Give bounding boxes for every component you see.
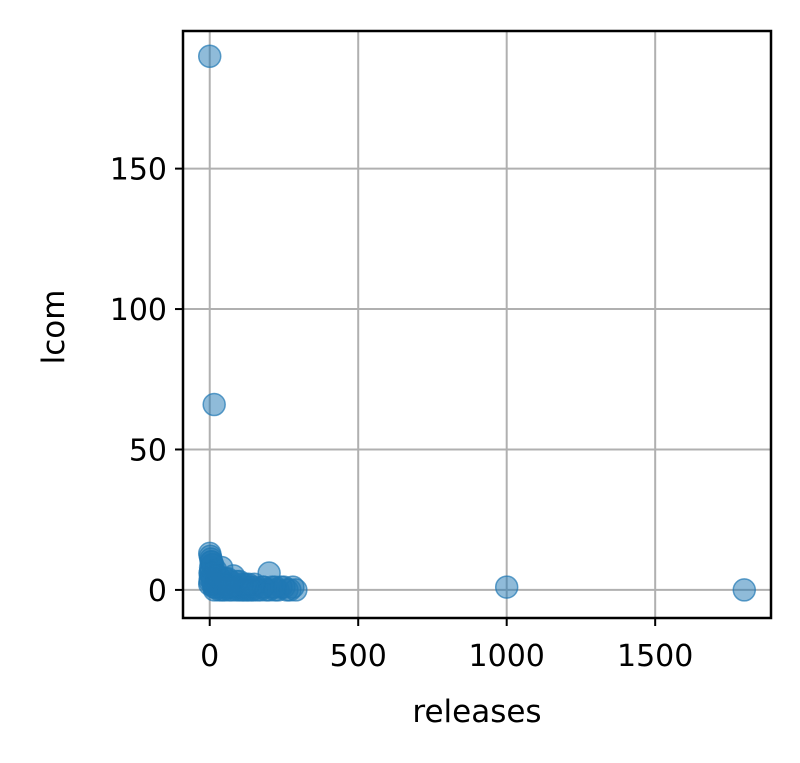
data-point: [284, 578, 308, 602]
data-point: [217, 575, 241, 599]
x-tick-label: 1500: [617, 639, 693, 674]
y-tick-label: 100: [110, 293, 167, 328]
data-point: [202, 392, 226, 417]
grid-lines: [183, 31, 771, 618]
plot-frame: [181, 29, 773, 620]
data-point: [263, 575, 287, 599]
x-tick-label: 500: [330, 639, 387, 674]
y-tick-label: 0: [148, 574, 167, 609]
y-axis-ticks: 0 50 100 150: [110, 153, 183, 609]
data-point: [732, 578, 757, 602]
data-point: [494, 575, 519, 599]
y-tick-label: 150: [110, 153, 167, 188]
data-points: [197, 44, 757, 602]
x-axis-ticks: 0 500 1000 1500: [200, 618, 693, 674]
x-tick-label: 1000: [469, 639, 545, 674]
data-point: [236, 572, 261, 597]
x-axis-label: releases: [412, 694, 541, 730]
x-tick-label: 0: [200, 639, 219, 674]
y-axis-label: lcom: [36, 290, 72, 365]
data-point: [197, 44, 222, 69]
y-tick-label: 50: [129, 433, 167, 468]
